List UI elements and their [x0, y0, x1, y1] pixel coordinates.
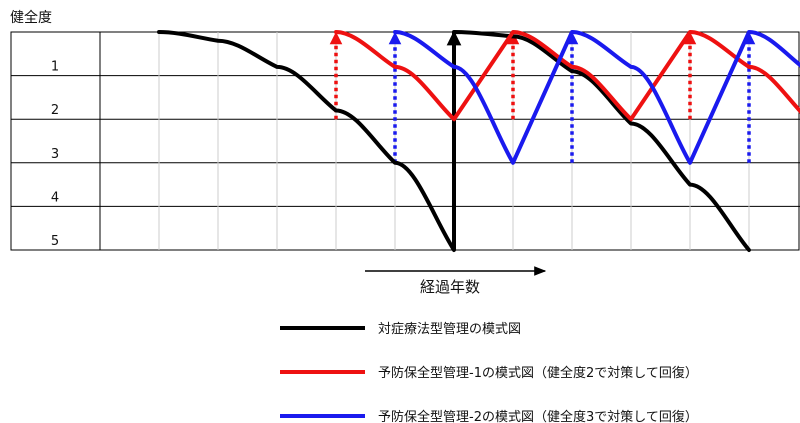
y-tick-label: 2	[51, 103, 59, 118]
y-tick-labels: 1 2 3 4 5	[51, 60, 59, 249]
y-tick-label: 1	[51, 60, 59, 75]
series-line	[157, 30, 751, 252]
recovery-arrows	[329, 30, 756, 250]
y-tick-label: 4	[51, 190, 59, 205]
y-tick-label: 3	[51, 147, 59, 162]
y-tick-label: 5	[51, 234, 59, 249]
grid	[10, 31, 800, 251]
x-axis-label: 経過年数	[420, 278, 480, 296]
legend-label: 予防保全型管理-2の模式図（健全度3で対策して回復）	[378, 409, 698, 423]
legend-label: 予防保全型管理-1の模式図（健全度2で対策して回復）	[378, 365, 698, 381]
y-axis-title: 健全度	[10, 9, 52, 26]
series-line	[393, 30, 800, 165]
series-lines	[157, 30, 800, 252]
legend-label: 対症療法型管理の模式図	[378, 322, 521, 337]
series-line	[334, 30, 800, 122]
